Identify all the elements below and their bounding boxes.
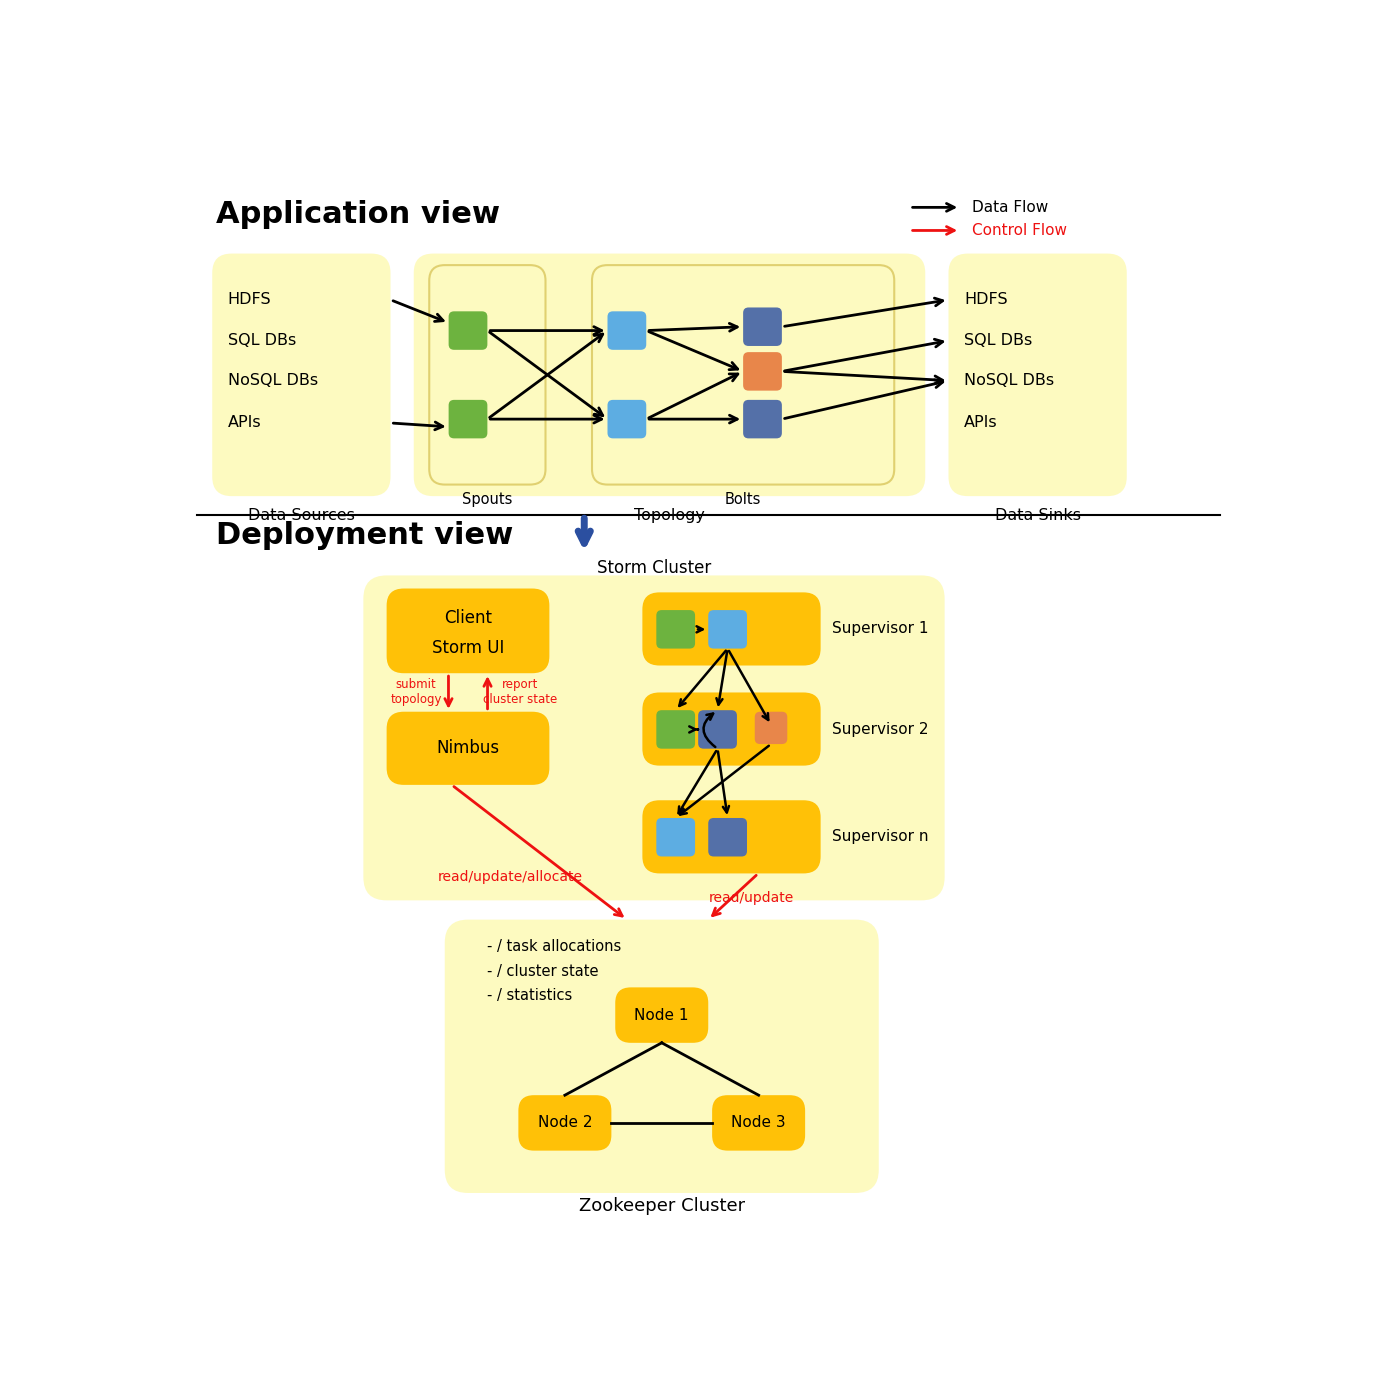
Text: Deployment view: Deployment view [217,520,514,550]
Text: SQL DBs: SQL DBs [228,333,296,348]
Text: submit
topology: submit topology [390,679,441,706]
FancyBboxPatch shape [593,265,894,484]
Text: Node 3: Node 3 [731,1116,786,1130]
FancyBboxPatch shape [608,400,647,439]
Text: report
cluster state: report cluster state [483,679,557,706]
FancyBboxPatch shape [657,818,695,856]
FancyBboxPatch shape [708,818,747,856]
FancyBboxPatch shape [448,311,487,350]
Text: Supervisor 1: Supervisor 1 [833,622,929,637]
Text: read/update: read/update [708,891,794,905]
Text: NoSQL DBs: NoSQL DBs [228,373,318,389]
Text: Storm UI: Storm UI [432,638,504,657]
Text: Supervisor n: Supervisor n [833,830,929,844]
FancyBboxPatch shape [429,265,545,484]
Text: Bolts: Bolts [725,493,761,507]
Text: Data Sources: Data Sources [248,508,355,523]
FancyBboxPatch shape [643,801,820,873]
FancyBboxPatch shape [708,611,747,648]
FancyBboxPatch shape [743,353,781,390]
Text: Spouts: Spouts [462,493,512,507]
FancyBboxPatch shape [698,711,737,748]
Text: read/update/allocate: read/update/allocate [439,870,583,884]
FancyBboxPatch shape [615,987,708,1042]
Text: Client: Client [444,609,491,627]
FancyBboxPatch shape [657,711,695,748]
FancyBboxPatch shape [387,712,550,784]
Text: APIs: APIs [965,415,998,430]
FancyBboxPatch shape [657,611,695,648]
Text: - / statistics: - / statistics [487,988,573,1004]
FancyBboxPatch shape [387,589,550,673]
FancyBboxPatch shape [414,254,926,496]
FancyBboxPatch shape [643,593,820,665]
Text: Node 2: Node 2 [537,1116,593,1130]
FancyBboxPatch shape [608,311,647,350]
Text: Data Flow: Data Flow [972,200,1048,215]
Text: Application view: Application view [217,200,500,229]
Text: HDFS: HDFS [228,293,272,307]
Text: Data Sinks: Data Sinks [995,508,1081,523]
FancyBboxPatch shape [643,693,820,766]
Text: Node 1: Node 1 [634,1008,688,1023]
FancyBboxPatch shape [448,400,487,439]
FancyBboxPatch shape [364,576,945,901]
FancyBboxPatch shape [743,400,781,439]
Text: APIs: APIs [228,415,261,430]
Text: Storm Cluster: Storm Cluster [597,559,711,577]
Text: HDFS: HDFS [965,293,1008,307]
Text: SQL DBs: SQL DBs [965,333,1033,348]
FancyBboxPatch shape [755,712,787,744]
Text: Nimbus: Nimbus [436,740,500,758]
Text: Zookeeper Cluster: Zookeeper Cluster [579,1196,745,1214]
FancyBboxPatch shape [518,1095,611,1151]
FancyBboxPatch shape [444,920,879,1192]
Text: Control Flow: Control Flow [972,223,1067,237]
FancyBboxPatch shape [712,1095,805,1151]
FancyBboxPatch shape [743,308,781,346]
FancyBboxPatch shape [948,254,1127,496]
Text: - / task allocations: - / task allocations [487,940,622,954]
FancyBboxPatch shape [212,254,390,496]
Text: - / cluster state: - / cluster state [487,963,598,979]
Text: Topology: Topology [634,508,705,523]
Text: Supervisor 2: Supervisor 2 [833,722,929,737]
Text: NoSQL DBs: NoSQL DBs [965,373,1053,389]
